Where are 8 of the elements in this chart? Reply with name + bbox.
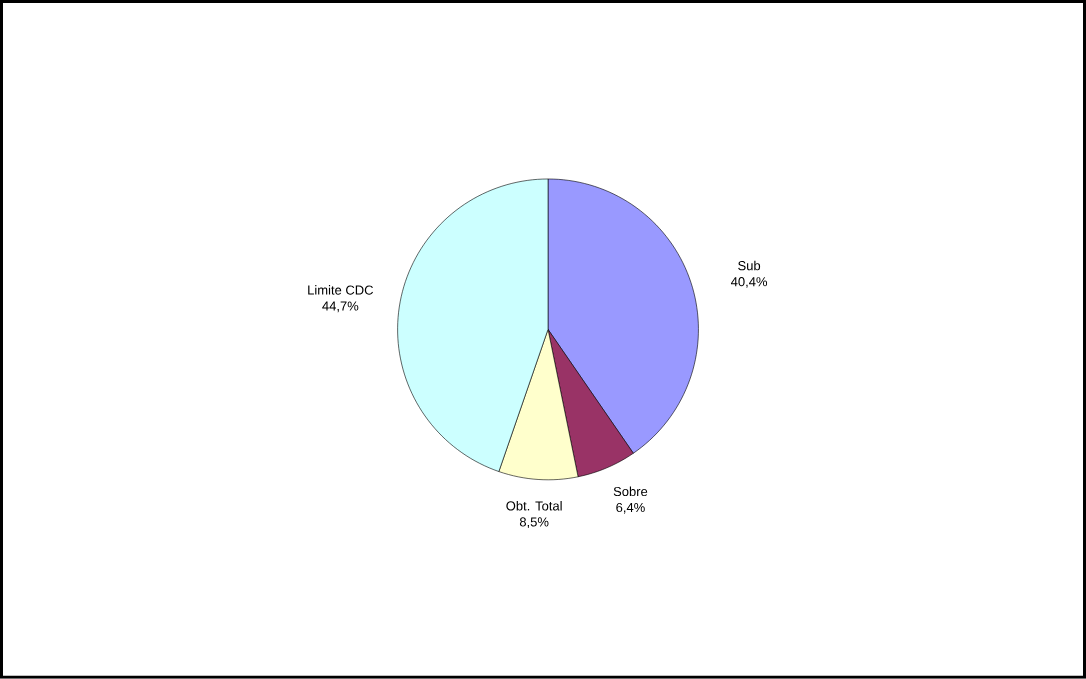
slice-label: Sobre <box>613 486 648 497</box>
slice-label: Obt. Total <box>506 501 562 511</box>
slice-label: Limite CDC <box>308 285 374 295</box>
data-label: 44,7% <box>322 301 359 313</box>
data-label: 8,5% <box>519 517 549 529</box>
data-label: 6,4% <box>616 502 645 514</box>
slice-label: Sub <box>738 260 761 271</box>
data-label: 40,4% <box>730 277 768 288</box>
